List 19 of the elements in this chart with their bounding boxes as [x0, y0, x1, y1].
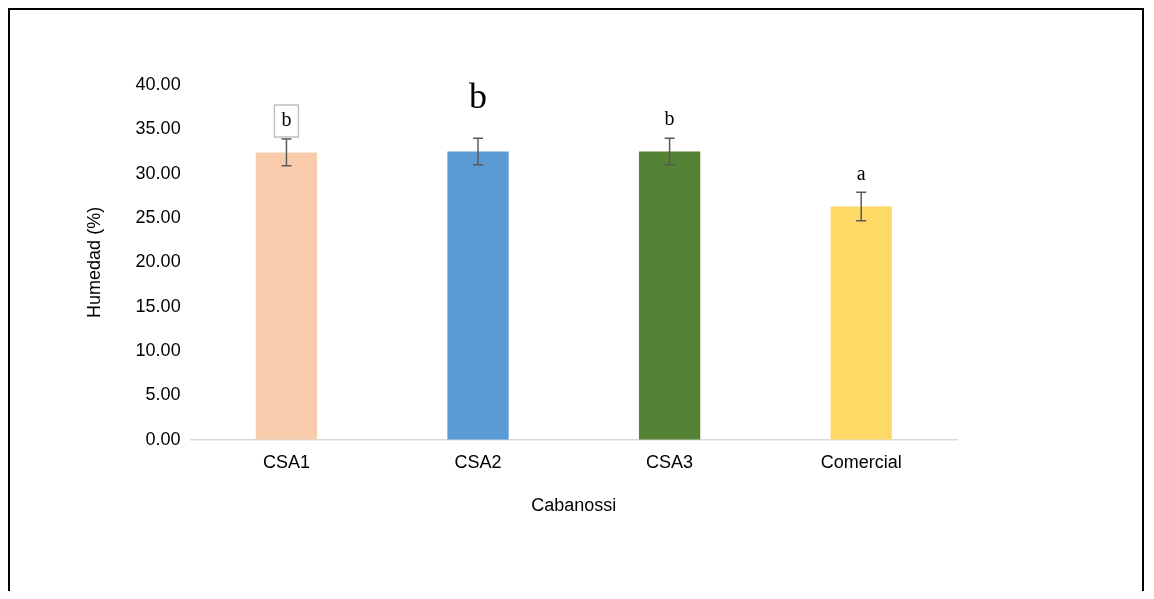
y-tick-label: 25.00 [135, 207, 181, 228]
x-tick-label: CSA1 [262, 451, 310, 472]
x-tick-label: Comercial [820, 451, 902, 472]
y-tick-label: 15.00 [135, 295, 181, 316]
x-tick-label: CSA2 [454, 451, 502, 472]
y-tick-label: 10.00 [135, 340, 181, 361]
annotation: b [664, 107, 675, 130]
x-axis-title: Cabanossi [531, 495, 617, 516]
y-tick-label: 40.00 [135, 73, 181, 94]
y-tick-label: 35.00 [135, 118, 181, 139]
y-tick-label: 5.00 [145, 384, 181, 405]
x-tick-label: CSA3 [646, 451, 694, 472]
y-axis-title: Humedad (%) [83, 206, 104, 318]
y-tick-label: 0.00 [145, 428, 181, 449]
y-tick-label: 30.00 [135, 162, 181, 183]
annotation: a [856, 161, 866, 184]
y-tick-label: 20.00 [135, 251, 181, 272]
annotation: b [469, 75, 488, 116]
annotation: b [281, 108, 292, 131]
